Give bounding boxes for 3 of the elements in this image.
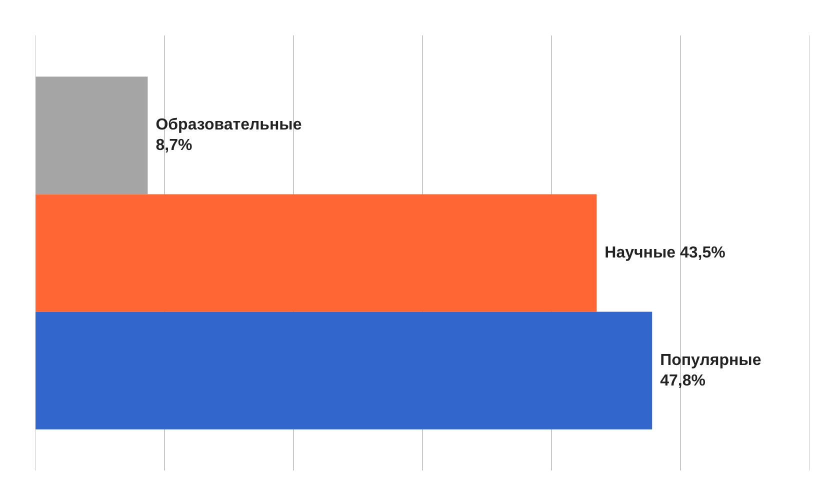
data-label: Образовательные 8,7% [156, 116, 302, 154]
data-label: Научные 43,5% [604, 244, 726, 262]
data-label: Популярные 47,8% [660, 352, 762, 390]
